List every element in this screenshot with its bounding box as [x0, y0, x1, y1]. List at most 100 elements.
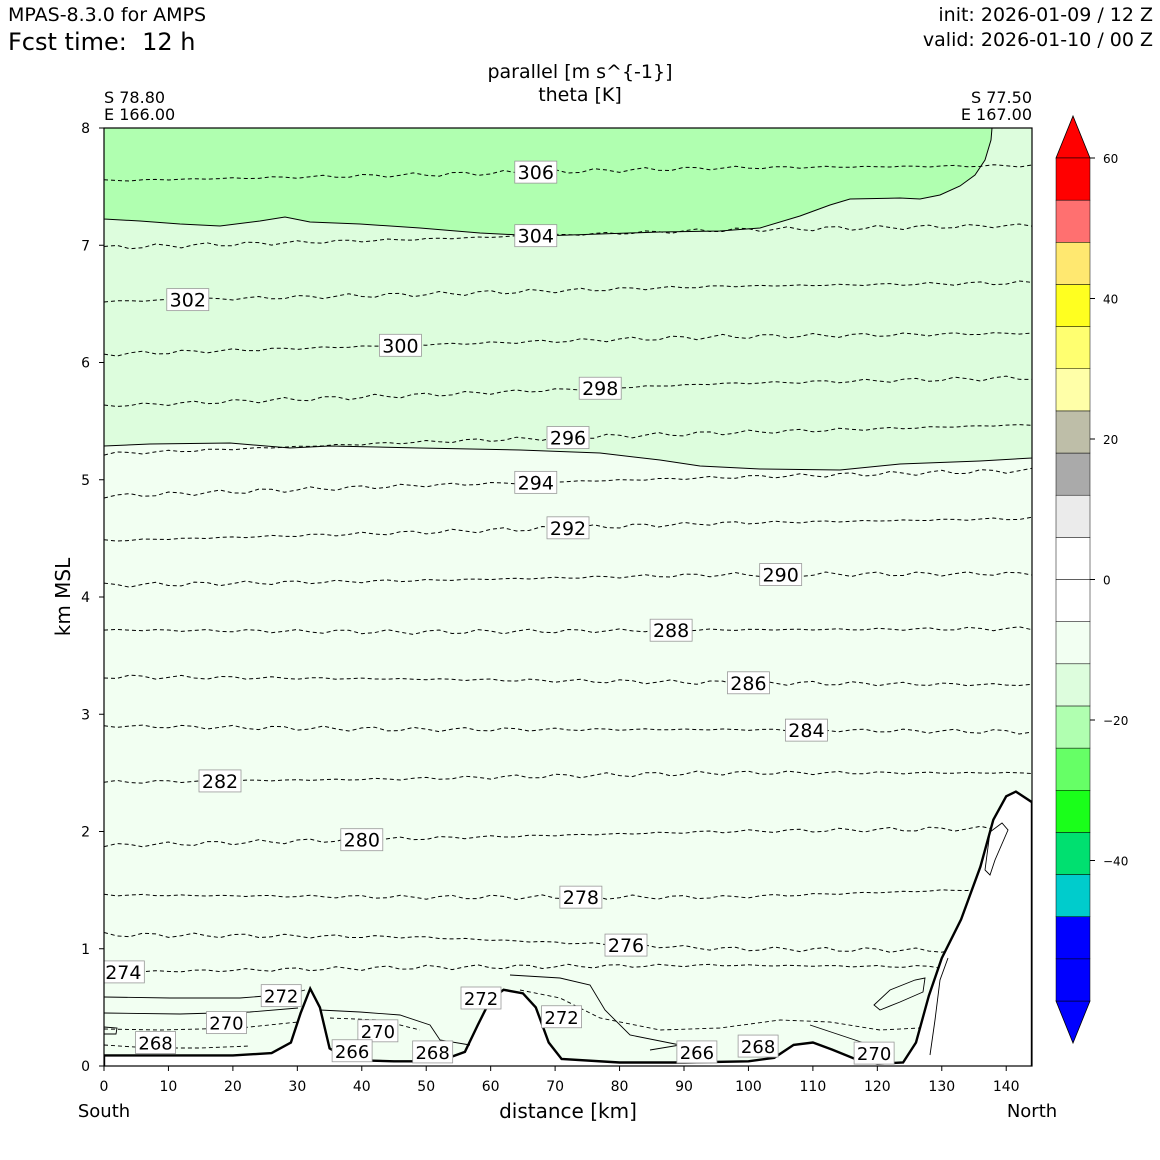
- colorbar-segment: [1055, 790, 1091, 833]
- low-level-label-box: [331, 1039, 373, 1063]
- colorbar-segment: [1055, 663, 1091, 707]
- end-point-lat: S 77.50: [971, 88, 1032, 107]
- theta-contour-label: 278: [563, 887, 599, 909]
- x-tick-label: 70: [546, 1079, 564, 1095]
- theta-contour-label: 304: [518, 226, 554, 248]
- y-tick-label: 2: [81, 825, 90, 841]
- theta-contour-label: 294: [518, 472, 554, 494]
- colorbar-tick-label: 20: [1103, 433, 1118, 447]
- colorbar-segment: [1055, 326, 1091, 370]
- low-level-theta-label: 272: [464, 989, 498, 1010]
- y-tick-label: 8: [81, 121, 90, 137]
- x-tick-label: 140: [993, 1079, 1020, 1095]
- y-tick-label: 6: [81, 356, 90, 372]
- low-level-label-box: [206, 1011, 247, 1035]
- theta-label-box: [604, 933, 648, 957]
- colorbar-tick-label: −40: [1103, 855, 1128, 869]
- x-tick-label: 50: [417, 1079, 435, 1095]
- colorbar-tick-label: −20: [1103, 714, 1128, 728]
- x-tick-label: 0: [100, 1079, 109, 1095]
- low-level-label-box: [676, 1040, 718, 1064]
- north-label: North: [1007, 1101, 1057, 1122]
- colorbar-segment: [1055, 747, 1091, 791]
- theta-contour-label: 274: [105, 962, 141, 984]
- forecast-time-value: 12 h: [142, 28, 196, 56]
- x-tick-label: 120: [864, 1079, 891, 1095]
- low-level-theta-label: 270: [361, 1022, 395, 1043]
- x-axis-label: distance [km]: [499, 1099, 637, 1123]
- y-tick-label: 7: [81, 238, 90, 254]
- low-level-label-box: [853, 1041, 895, 1065]
- colorbar-segment: [1055, 621, 1091, 665]
- theta-contour-line: [104, 467, 1032, 499]
- theta-label-box: [785, 718, 828, 742]
- x-tick-label: 100: [735, 1079, 762, 1095]
- theta-contour-line: [104, 516, 1032, 542]
- theta-contour-line: [104, 375, 1032, 408]
- low-level-label-box: [541, 1005, 582, 1029]
- theta-contour-line: [104, 963, 1032, 973]
- colorbar-tick-label: 60: [1103, 152, 1118, 166]
- low-level-theta-label: 266: [680, 1043, 714, 1064]
- theta-label-box: [340, 828, 384, 852]
- colorbar-segment: [1055, 916, 1091, 960]
- low-level-label-box: [357, 1019, 399, 1043]
- x-tick-label: 40: [353, 1079, 371, 1095]
- theta-label-box: [578, 376, 622, 400]
- x-tick-label: 90: [675, 1079, 693, 1095]
- x-tick-label: 30: [288, 1079, 306, 1095]
- forecast-time: Fcst time: 12 h: [8, 28, 196, 56]
- low-level-theta-label: 268: [415, 1043, 449, 1064]
- theta-contour-label: 302: [170, 290, 206, 312]
- low-level-label-box: [737, 1034, 779, 1058]
- terrain-profile: [104, 790, 1032, 1066]
- theta-label-box: [649, 618, 693, 642]
- y-tick-label: 1: [81, 942, 90, 958]
- forecast-time-label: Fcst time:: [8, 28, 127, 56]
- theta-label-box: [559, 885, 603, 909]
- theta-label-box: [104, 960, 145, 984]
- theta-label-box: [379, 333, 422, 357]
- theta-contour-line: [104, 674, 1032, 687]
- low-level-label-box: [412, 1040, 454, 1064]
- theta-contour-line: [104, 825, 1032, 848]
- theta-contour-line: [104, 932, 1032, 954]
- chart-title-line2: theta [K]: [538, 84, 622, 106]
- theta-contour-line: [104, 424, 1032, 456]
- theta-contour-label: 296: [550, 428, 586, 450]
- theta-contour-line: [104, 626, 1032, 635]
- theta-label-box: [727, 671, 770, 695]
- y-axis: 0 1 2 3 4 5 6 7 8: [81, 121, 104, 1075]
- x-tick-label: 80: [611, 1079, 629, 1095]
- colorbar-segment: [1055, 157, 1091, 201]
- plot-area: 274 276 278 280 282 284 286 288 290 292 294 296 298 3…: [104, 128, 1032, 1066]
- colorbar: 60 40 20 0 −20 −40: [1055, 114, 1128, 1045]
- colorbar-tick-label: 0: [1103, 574, 1111, 588]
- theta-label-box: [514, 224, 558, 248]
- colorbar-extend-min: [1055, 1000, 1091, 1045]
- colorbar-segment: [1055, 958, 1091, 1002]
- low-level-label-box: [135, 1031, 176, 1054]
- low-level-label-box: [460, 986, 502, 1010]
- low-level-theta-label: 272: [544, 1008, 578, 1029]
- theta-contour-line: [104, 223, 1032, 250]
- low-level-labels: 272 272 272 270 270 270 268 268 268 266 266: [135, 984, 895, 1065]
- colorbar-segment: [1055, 494, 1091, 538]
- start-point-lon: E 166.00: [104, 105, 175, 124]
- x-axis: 0 10 20 30 40 50 60 70 80 90 100 110 120 130 140: [100, 1066, 1020, 1095]
- theta-contour-label: 288: [653, 620, 689, 642]
- theta-contour-label: 290: [763, 565, 799, 587]
- x-tick-label: 130: [928, 1079, 955, 1095]
- theta-contour-line: [104, 724, 1032, 735]
- theta-contour-label: 280: [344, 830, 380, 852]
- colorbar-segment: [1055, 832, 1091, 875]
- low-level-theta-label: 268: [138, 1034, 172, 1055]
- theta-label-box: [166, 288, 210, 312]
- low-level-theta-label: 270: [857, 1044, 891, 1065]
- south-label: South: [78, 1101, 130, 1122]
- theta-label-box: [514, 160, 558, 184]
- theta-contour-label: 300: [382, 335, 418, 357]
- colorbar-segment: [1055, 368, 1091, 412]
- theta-contour-label: 276: [608, 935, 644, 957]
